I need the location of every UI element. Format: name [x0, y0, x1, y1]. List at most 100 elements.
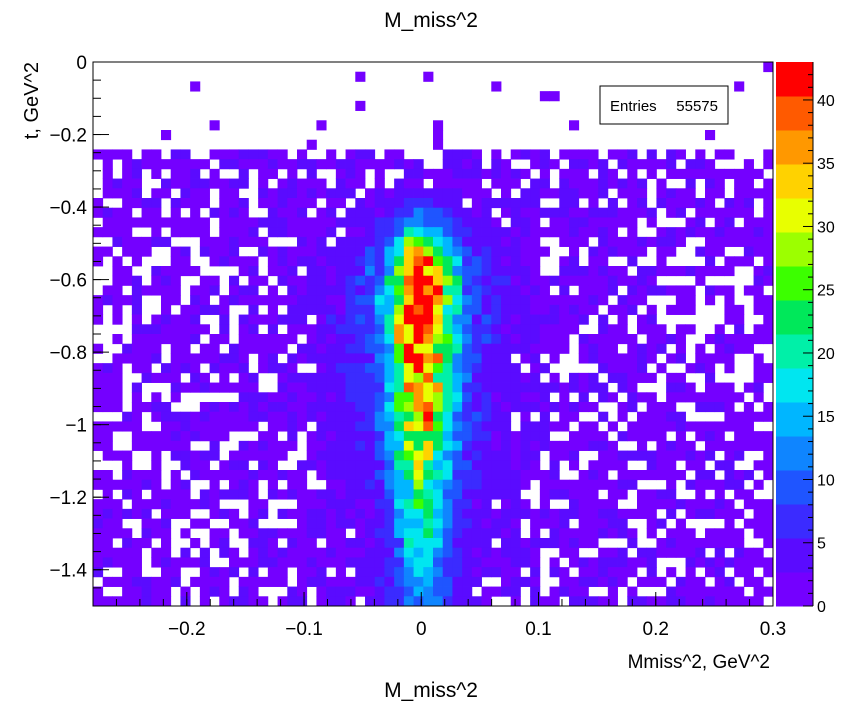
heatmap-cell — [617, 567, 628, 578]
heatmap-cell — [646, 431, 657, 442]
heatmap-cell — [141, 285, 152, 296]
heatmap-cell — [569, 538, 580, 549]
heatmap-cell — [549, 372, 560, 383]
heatmap-cell — [306, 285, 317, 296]
heatmap-cell — [316, 217, 327, 228]
heatmap-cell — [637, 314, 648, 325]
heatmap-cell — [384, 159, 395, 170]
heatmap-cell — [685, 227, 696, 238]
heatmap-cell — [452, 236, 463, 247]
heatmap-cell — [297, 508, 308, 519]
heatmap-cell — [433, 372, 444, 383]
heatmap-cell — [219, 363, 230, 374]
heatmap-cell — [607, 440, 618, 451]
heatmap-cell — [170, 159, 181, 170]
heatmap-cell — [267, 256, 278, 267]
heatmap-cell — [394, 295, 405, 306]
heatmap-cell — [598, 353, 609, 364]
heatmap-cell — [481, 557, 492, 568]
heatmap-cell — [433, 489, 444, 500]
heatmap-cell — [705, 130, 716, 141]
heatmap-cell — [588, 470, 599, 481]
y-tick-label: 0 — [76, 53, 87, 74]
heatmap-cell — [258, 314, 269, 325]
heatmap-cell — [122, 188, 133, 199]
heatmap-cell — [258, 198, 269, 209]
heatmap-cell — [743, 256, 754, 267]
heatmap-cell — [335, 392, 346, 403]
heatmap-cell — [569, 217, 580, 228]
heatmap-cell — [520, 266, 531, 277]
heatmap-cell — [394, 353, 405, 364]
heatmap-cell — [714, 499, 725, 510]
heatmap-cell — [452, 382, 463, 393]
heatmap-cell — [510, 586, 521, 597]
heatmap-cell — [675, 295, 686, 306]
heatmap-cell — [501, 227, 512, 238]
heatmap-cell — [345, 246, 356, 257]
heatmap-cell — [763, 557, 774, 568]
heatmap-cell — [753, 266, 764, 277]
heatmap-cell — [617, 275, 628, 286]
heatmap-cell — [627, 227, 638, 238]
heatmap-cell — [384, 586, 395, 597]
heatmap-cell — [326, 188, 337, 199]
heatmap-cell — [724, 421, 735, 432]
heatmap-cell — [607, 275, 618, 286]
heatmap-cell — [695, 586, 706, 597]
heatmap-cell — [112, 236, 123, 247]
heatmap-cell — [724, 596, 735, 607]
heatmap-cell — [501, 188, 512, 199]
heatmap-cell — [355, 168, 366, 179]
heatmap-cell — [199, 547, 210, 558]
heatmap-cell — [355, 372, 366, 383]
heatmap-cell — [102, 576, 113, 587]
heatmap-cell — [607, 227, 618, 238]
heatmap-cell — [326, 159, 337, 170]
heatmap-cell — [394, 256, 405, 267]
heatmap-cell — [384, 411, 395, 422]
heatmap-cell — [501, 314, 512, 325]
heatmap-cell — [258, 596, 269, 607]
heatmap-cell — [481, 567, 492, 578]
heatmap-cell — [598, 547, 609, 558]
heatmap-cell — [335, 402, 346, 413]
heatmap-cell — [287, 217, 298, 228]
heatmap-cell — [306, 528, 317, 539]
heatmap-cell — [384, 217, 395, 228]
heatmap-cell — [520, 440, 531, 451]
heatmap-cell — [423, 275, 434, 286]
heatmap-cell — [491, 304, 502, 315]
heatmap-cell — [510, 149, 521, 160]
heatmap-cell — [180, 256, 191, 267]
heatmap-cell — [442, 266, 453, 277]
heatmap-cell — [627, 382, 638, 393]
heatmap-cell — [510, 596, 521, 607]
heatmap-cell — [520, 149, 531, 160]
heatmap-cell — [102, 392, 113, 403]
heatmap-cell — [326, 353, 337, 364]
heatmap-cell — [277, 343, 288, 354]
heatmap-cell — [229, 149, 240, 160]
heatmap-cell — [229, 246, 240, 257]
heatmap-cell — [170, 489, 181, 500]
heatmap-cell — [287, 538, 298, 549]
heatmap-cell — [112, 596, 123, 607]
heatmap-cell — [287, 207, 298, 218]
heatmap-cell — [501, 324, 512, 335]
heatmap-cell — [93, 538, 104, 549]
heatmap-cell — [287, 470, 298, 481]
heatmap-cell — [607, 266, 618, 277]
heatmap-cell — [763, 411, 774, 422]
heatmap-cell — [714, 567, 725, 578]
heatmap-cell — [646, 402, 657, 413]
heatmap-cell — [374, 596, 385, 607]
heatmap-cell — [433, 275, 444, 286]
heatmap-cell — [248, 295, 259, 306]
heatmap-cell — [267, 168, 278, 179]
heatmap-cell — [549, 538, 560, 549]
heatmap-cell — [122, 567, 133, 578]
heatmap-cell — [617, 489, 628, 500]
heatmap-cell — [190, 295, 201, 306]
heatmap-cell — [724, 557, 735, 568]
